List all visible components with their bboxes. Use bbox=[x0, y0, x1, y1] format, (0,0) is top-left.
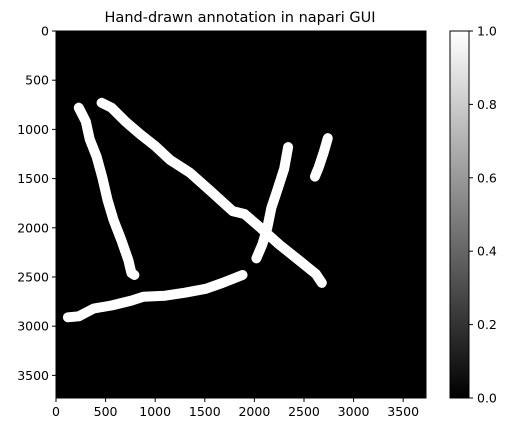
y-tick-label: 1000 bbox=[17, 122, 49, 137]
diagonal-stroke bbox=[96, 97, 327, 288]
short-stroke bbox=[309, 133, 333, 182]
right-vertical-stroke bbox=[251, 142, 294, 264]
x-tick-label: 3500 bbox=[387, 404, 419, 419]
y-tick-label: 0 bbox=[41, 24, 49, 39]
x-tick-label: 1500 bbox=[189, 404, 221, 419]
y-tick-label: 3000 bbox=[17, 319, 49, 334]
chart-title: Hand-drawn annotation in napari GUI bbox=[105, 10, 376, 26]
colorbar-tick-label: 0.8 bbox=[477, 97, 497, 112]
colorbar-tick-label: 0.4 bbox=[477, 244, 497, 259]
colorbar-tick-label: 1.0 bbox=[477, 24, 497, 39]
colorbar-axis: 0.0 0.2 0.4 0.6 0.8 1.0 bbox=[469, 24, 497, 406]
plot-frame bbox=[55, 30, 427, 399]
y-tick-label: 2500 bbox=[17, 269, 49, 284]
colorbar-tick-label: 0.0 bbox=[477, 391, 497, 406]
y-tick-label: 2000 bbox=[17, 220, 49, 235]
y-axis: 0 500 1000 1500 2000 2500 3000 3500 bbox=[17, 24, 56, 383]
bottom-stroke bbox=[62, 270, 248, 323]
x-tick-label: 3000 bbox=[338, 404, 370, 419]
y-tick-label: 1500 bbox=[17, 171, 49, 186]
x-axis: 0 500 1000 1500 2000 2500 3000 3500 bbox=[52, 398, 419, 419]
x-tick-label: 2500 bbox=[288, 404, 320, 419]
colorbar bbox=[449, 30, 470, 399]
x-tick-label: 0 bbox=[52, 404, 60, 419]
x-tick-label: 500 bbox=[94, 404, 118, 419]
x-tick-label: 2000 bbox=[238, 404, 270, 419]
colorbar-tick-label: 0.6 bbox=[477, 170, 497, 185]
colorbar-tick-label: 0.2 bbox=[477, 317, 497, 332]
y-tick-label: 500 bbox=[25, 73, 49, 88]
left-vertical-stroke bbox=[73, 102, 140, 280]
x-tick-label: 1000 bbox=[139, 404, 171, 419]
annotation-strokes bbox=[62, 97, 333, 323]
y-tick-label: 3500 bbox=[17, 368, 49, 383]
